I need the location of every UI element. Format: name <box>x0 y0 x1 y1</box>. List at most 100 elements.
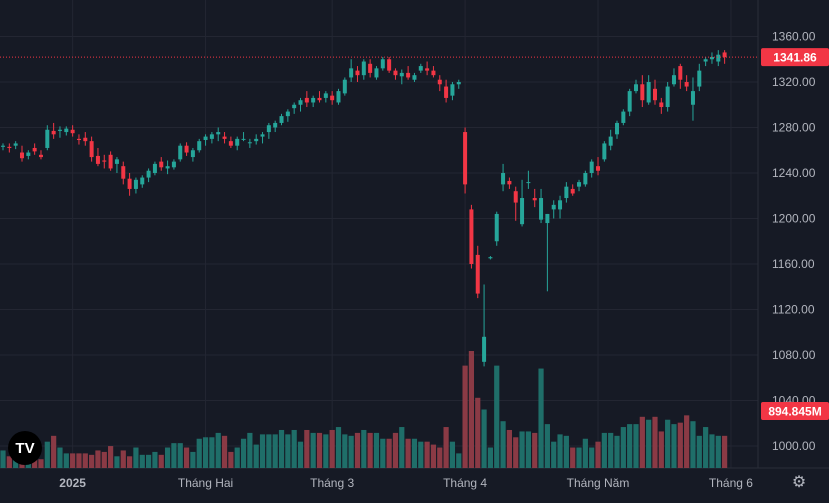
candle <box>393 70 398 76</box>
candle <box>380 59 385 69</box>
candle <box>323 93 328 98</box>
candle <box>114 159 119 164</box>
last-price-tag <box>761 48 829 67</box>
volume-bar <box>601 432 607 468</box>
time-tick-label: Tháng 6 <box>709 476 753 490</box>
price-tick-label: 1000.00 <box>772 439 816 453</box>
price-tick-label: 1240.00 <box>772 166 816 180</box>
candle <box>165 166 170 169</box>
candle <box>570 188 575 194</box>
candle <box>539 198 544 220</box>
candle <box>64 128 69 133</box>
candle <box>412 75 417 80</box>
candle <box>38 154 43 158</box>
candle <box>425 68 430 71</box>
volume-bar <box>196 438 202 468</box>
volume-bar <box>525 431 531 468</box>
candle <box>254 138 259 142</box>
candle <box>355 70 360 76</box>
candle <box>690 91 695 105</box>
volume-bar <box>671 424 677 468</box>
candle <box>32 147 37 152</box>
volume-bar <box>44 441 50 468</box>
candle <box>507 180 512 185</box>
volume-bar <box>399 427 405 468</box>
volume-bar <box>335 427 342 468</box>
volume-bar <box>696 435 702 468</box>
volume-bar <box>684 415 690 468</box>
candle <box>615 122 620 135</box>
time-tick-label: 2025 <box>59 476 86 490</box>
candle <box>247 142 252 144</box>
volume-bar <box>342 434 348 468</box>
candle <box>51 130 56 135</box>
volume-bar <box>405 438 411 468</box>
candle <box>406 72 411 78</box>
volume-bar <box>392 432 399 468</box>
time-axis[interactable]: 2025 Tháng Hai Tháng 3 Tháng 4 Tháng Năm Thán… <box>59 476 753 490</box>
volume-bar <box>316 432 323 468</box>
volume-bars <box>0 351 728 468</box>
volume-bar <box>89 454 95 468</box>
volume-bar <box>443 427 449 468</box>
volume-bar <box>418 441 424 468</box>
candle <box>513 191 518 203</box>
candle <box>583 173 588 185</box>
candle <box>703 59 708 62</box>
price-candles <box>1 50 727 367</box>
volume-bar <box>348 435 354 468</box>
volume-bar <box>234 447 240 468</box>
candle <box>241 138 246 140</box>
candle <box>133 179 138 189</box>
time-tick-label: Tháng Năm <box>567 476 630 490</box>
candle <box>292 104 297 109</box>
volume-bar <box>589 447 595 468</box>
tradingview-logo-icon[interactable]: TV <box>8 431 42 465</box>
candle <box>494 213 499 242</box>
volume-bar <box>544 424 550 468</box>
volume-bar <box>494 365 500 468</box>
axis-tags: 1341.86 894.845M <box>761 48 829 420</box>
volume-bar <box>703 427 709 468</box>
volume-bar <box>456 453 462 468</box>
volume-bar <box>38 459 44 468</box>
price-tick-label: 1160.00 <box>772 257 815 271</box>
candle <box>330 95 335 101</box>
candle <box>184 145 189 153</box>
candle <box>621 111 626 123</box>
volume-bar <box>0 450 6 468</box>
volume-bar <box>468 351 475 468</box>
volume-bar <box>253 444 259 468</box>
candle <box>501 173 506 185</box>
volume-bar <box>551 441 557 468</box>
candle <box>520 198 525 225</box>
volume-bar <box>652 416 658 468</box>
candle <box>266 125 271 133</box>
candle <box>317 97 322 101</box>
price-tick-label: 1280.00 <box>772 121 816 135</box>
volume-bar <box>506 429 512 468</box>
candle <box>596 166 601 171</box>
volume-bar <box>202 437 209 468</box>
volume-bar <box>557 434 563 468</box>
volume-bar <box>82 453 88 468</box>
candle <box>526 182 531 184</box>
candle <box>431 70 436 76</box>
price-axis[interactable]: 1000.001040.001080.001120.001160.001200.… <box>772 30 816 454</box>
volume-bar <box>500 421 506 468</box>
volume-bar <box>152 451 158 468</box>
candle <box>488 257 493 259</box>
candle <box>456 82 461 85</box>
volume-bar <box>76 453 82 468</box>
candle <box>577 182 582 187</box>
volume-bar <box>563 435 569 468</box>
volume-bar <box>291 429 297 468</box>
gear-icon[interactable]: ⚙ <box>791 474 807 491</box>
volume-bar <box>595 441 601 468</box>
candle <box>95 155 100 164</box>
candle <box>475 254 480 294</box>
volume-bar <box>620 427 626 468</box>
volume-bar <box>70 453 76 468</box>
